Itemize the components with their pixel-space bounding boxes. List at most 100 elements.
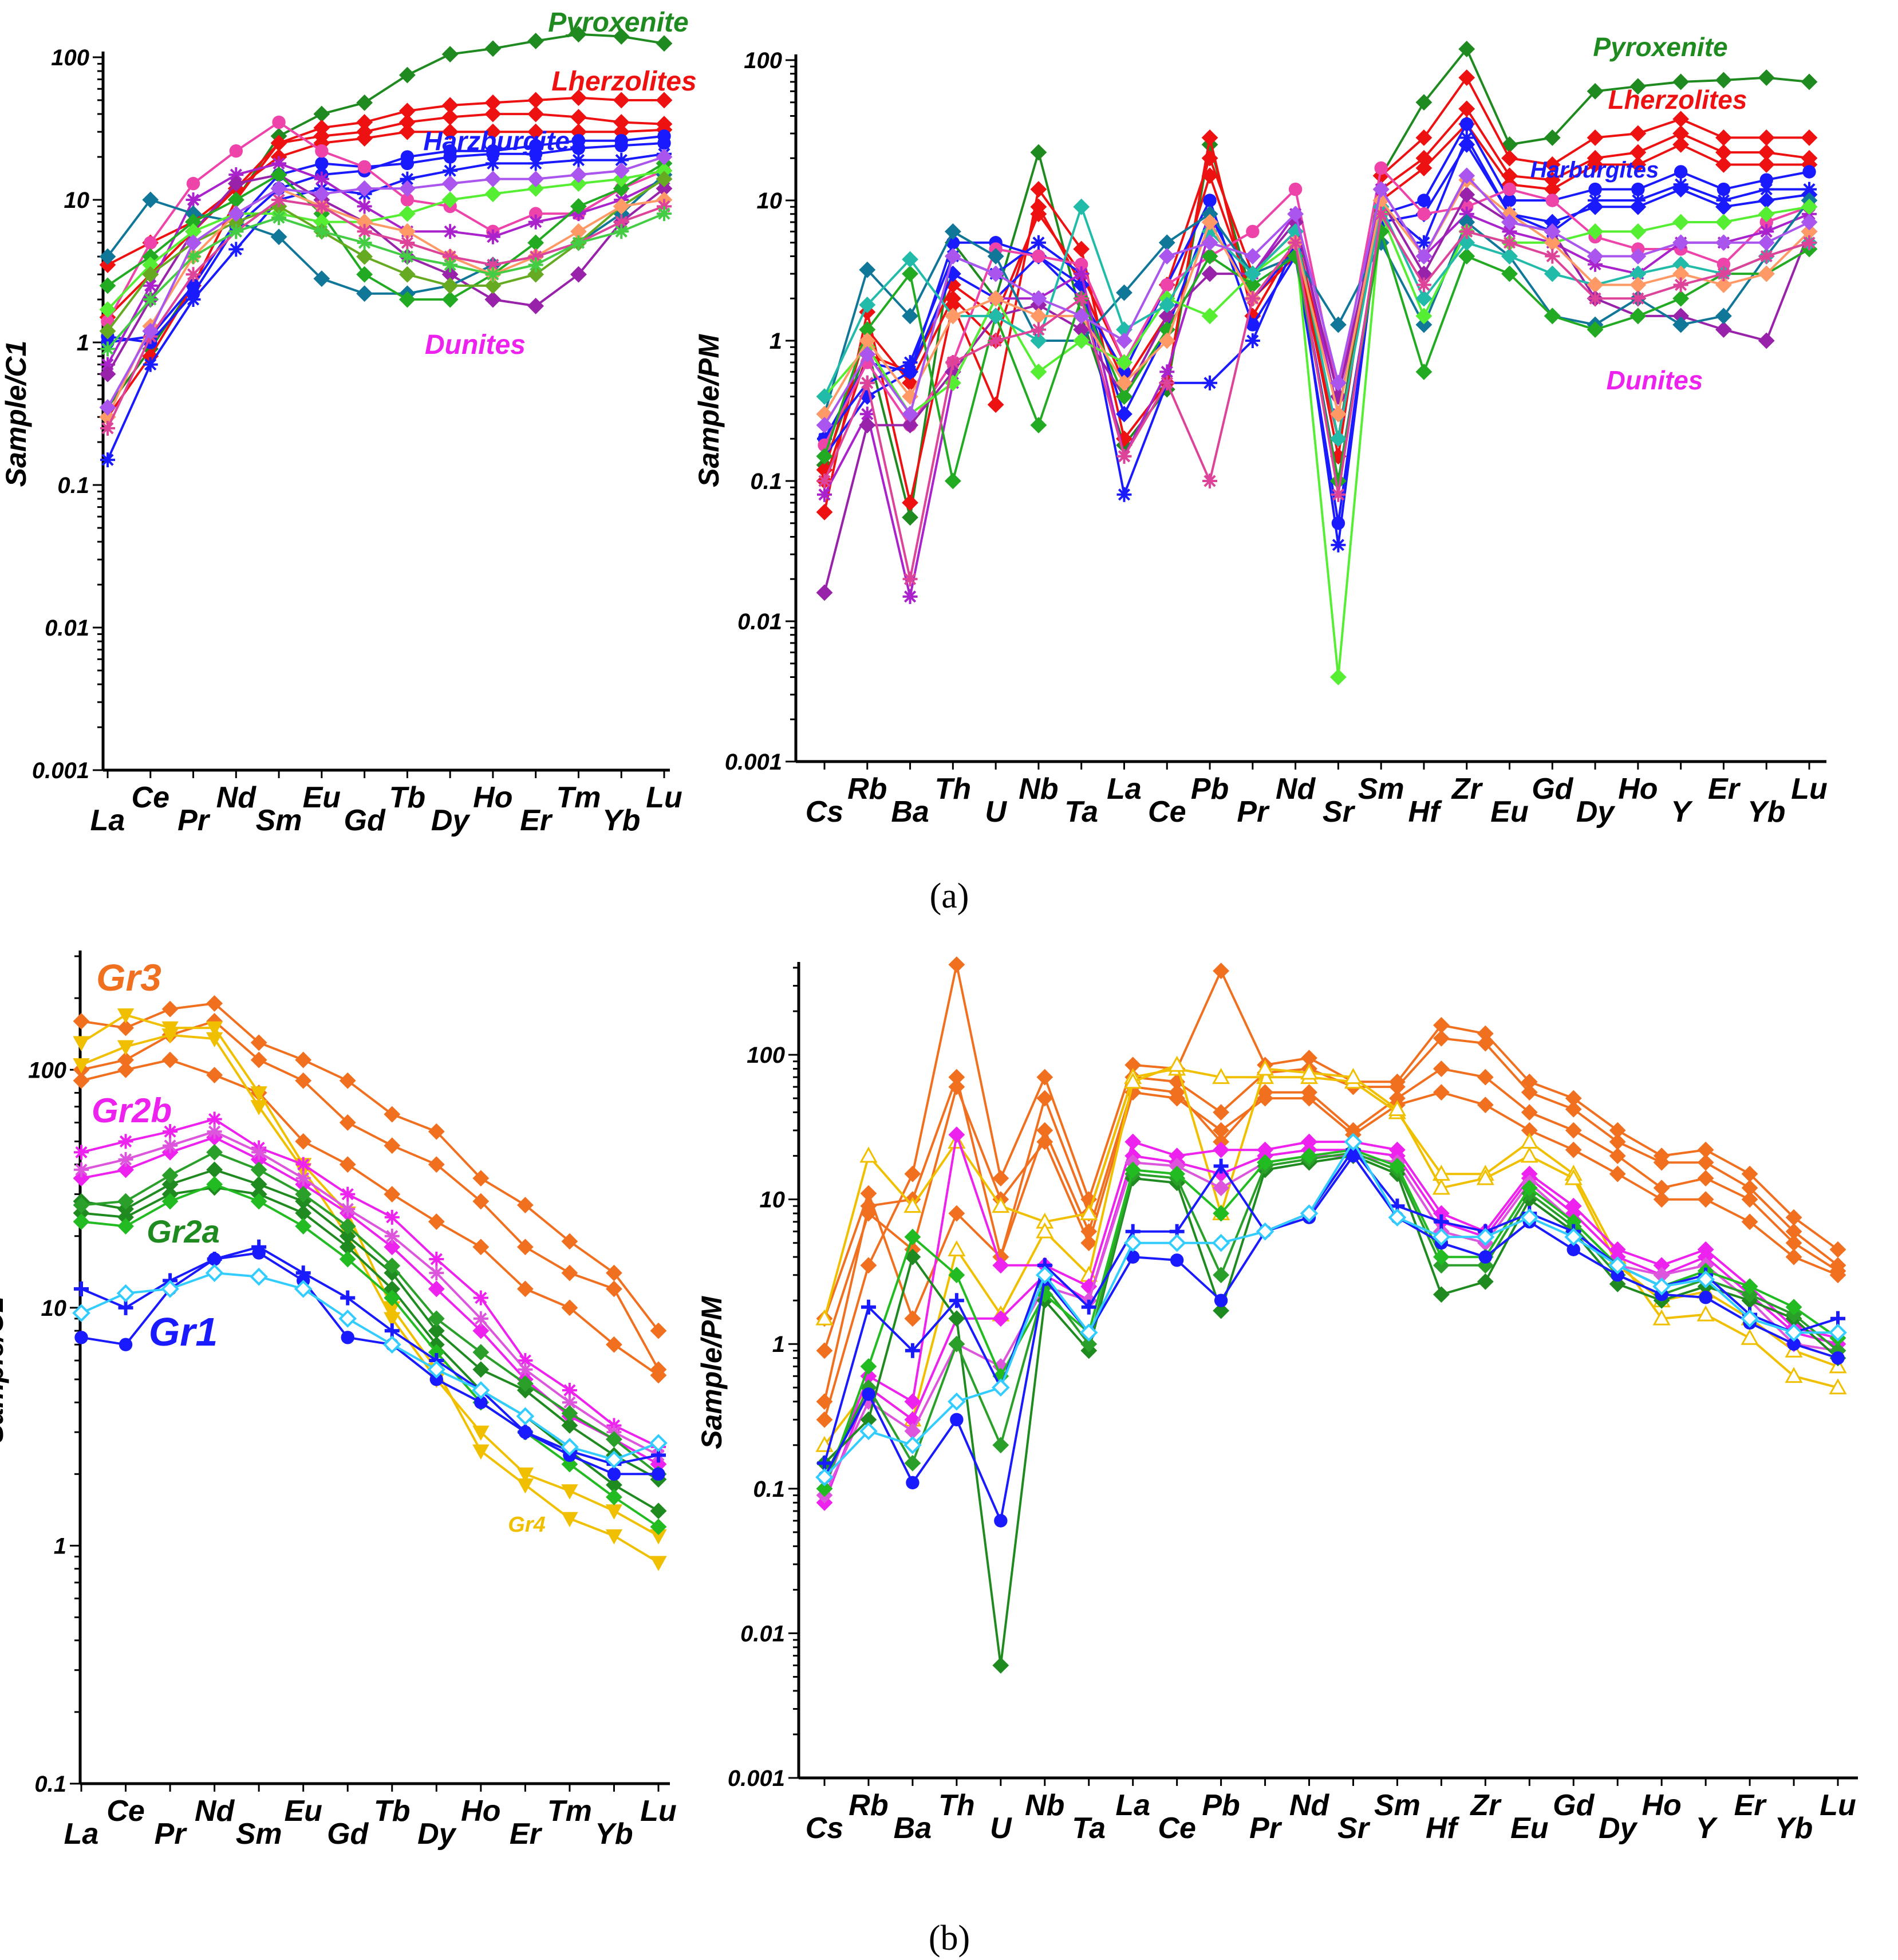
- x-tick-label: La: [1107, 772, 1142, 806]
- x-tick-label: Er: [1734, 1789, 1767, 1822]
- data-point: [1696, 1305, 1715, 1322]
- data-point: [1672, 234, 1690, 251]
- data-point: [1785, 1367, 1803, 1383]
- data-point: [1502, 182, 1517, 196]
- data-point: [606, 1489, 622, 1506]
- data-point: [992, 1310, 1009, 1327]
- data-point: [1544, 223, 1561, 240]
- data-point: [860, 1185, 877, 1202]
- data-point: [272, 115, 286, 129]
- x-tick-label: U: [985, 795, 1007, 829]
- data-point: [1415, 248, 1433, 265]
- data-point: [1116, 448, 1132, 464]
- data-point: [144, 236, 157, 250]
- data-point: [252, 1246, 266, 1260]
- data-point: [1544, 265, 1561, 282]
- data-point: [570, 89, 587, 107]
- data-point: [528, 156, 543, 171]
- data-point: [1545, 249, 1560, 264]
- data-point: [398, 123, 416, 140]
- data-point: [1032, 249, 1045, 263]
- data-point: [1167, 1233, 1186, 1252]
- data-point: [1458, 41, 1475, 58]
- x-tick-label: Gd: [1532, 772, 1573, 806]
- data-point: [441, 291, 459, 308]
- data-point: [1433, 1286, 1450, 1303]
- y-tick-label: 0.1: [750, 469, 782, 494]
- data-point: [1036, 1222, 1054, 1239]
- data-point: [1030, 363, 1047, 380]
- data-point: [443, 257, 458, 273]
- x-tick-label: Dy: [1576, 795, 1616, 829]
- data-point: [294, 1280, 313, 1298]
- series-line: [81, 1151, 660, 1475]
- data-point: [902, 307, 918, 325]
- data-point: [1433, 1084, 1450, 1101]
- data-point: [861, 1299, 876, 1315]
- data-point: [1081, 1299, 1096, 1315]
- data-point: [142, 322, 159, 340]
- data-point: [815, 1468, 834, 1486]
- data-point: [816, 388, 833, 405]
- data-point: [206, 1176, 223, 1193]
- data-point: [1213, 1180, 1230, 1197]
- data-point: [1415, 160, 1433, 176]
- data-point: [1759, 173, 1773, 187]
- x-tick-label: Th: [938, 1789, 975, 1822]
- data-point: [314, 199, 329, 214]
- data-point: [1829, 1267, 1846, 1284]
- data-point: [1116, 405, 1133, 423]
- data-point: [1611, 1268, 1624, 1282]
- series-line: [823, 174, 1810, 426]
- data-point: [987, 307, 1004, 325]
- data-point: [270, 180, 287, 197]
- data-point: [398, 205, 416, 222]
- data-point: [1697, 1170, 1714, 1187]
- data-point: [650, 1502, 667, 1520]
- data-point: [987, 290, 1004, 307]
- data-point: [1213, 1141, 1230, 1158]
- data-point: [1212, 1068, 1230, 1084]
- data-point: [1653, 1191, 1670, 1208]
- data-point: [1168, 1055, 1186, 1072]
- data-point: [250, 1267, 268, 1286]
- data-point: [656, 148, 673, 165]
- data-point: [1697, 1154, 1714, 1171]
- group-label: Dunites: [425, 330, 526, 360]
- data-point: [485, 229, 500, 244]
- data-point: [1501, 149, 1518, 167]
- data-point: [1629, 156, 1647, 173]
- data-point: [441, 191, 459, 208]
- data-point: [571, 141, 586, 155]
- data-point: [652, 1467, 665, 1481]
- x-tick-label: Cs: [806, 1812, 843, 1845]
- x-tick-label: Zr: [1451, 772, 1483, 806]
- x-tick-label: Sm: [1374, 1789, 1420, 1822]
- data-point: [570, 198, 587, 215]
- data-point: [206, 1021, 223, 1037]
- data-point: [1432, 1228, 1451, 1247]
- data-point: [339, 1251, 356, 1268]
- data-point: [1344, 1068, 1363, 1084]
- y-tick-label: 10: [64, 188, 90, 213]
- group-label: Gr4: [508, 1513, 545, 1537]
- data-point: [250, 1176, 267, 1193]
- data-point: [228, 167, 244, 183]
- x-tick-label: Dy: [417, 1817, 457, 1851]
- x-tick-label: Ce: [1158, 1812, 1195, 1845]
- x-tick-label: U: [990, 1812, 1012, 1845]
- data-point: [613, 28, 630, 45]
- data-point: [1300, 1204, 1319, 1222]
- data-point: [1213, 1122, 1230, 1139]
- x-tick-label: Er: [520, 804, 553, 837]
- data-point: [1587, 129, 1604, 146]
- data-point: [338, 1310, 357, 1328]
- data-point: [859, 261, 876, 278]
- data-point: [384, 1312, 401, 1327]
- data-point: [1388, 1100, 1406, 1117]
- data-point: [1214, 1293, 1228, 1307]
- data-point: [1521, 1084, 1538, 1101]
- data-point: [992, 1437, 1009, 1454]
- group-label: Gr1: [149, 1310, 218, 1354]
- series-line: [81, 1020, 660, 1370]
